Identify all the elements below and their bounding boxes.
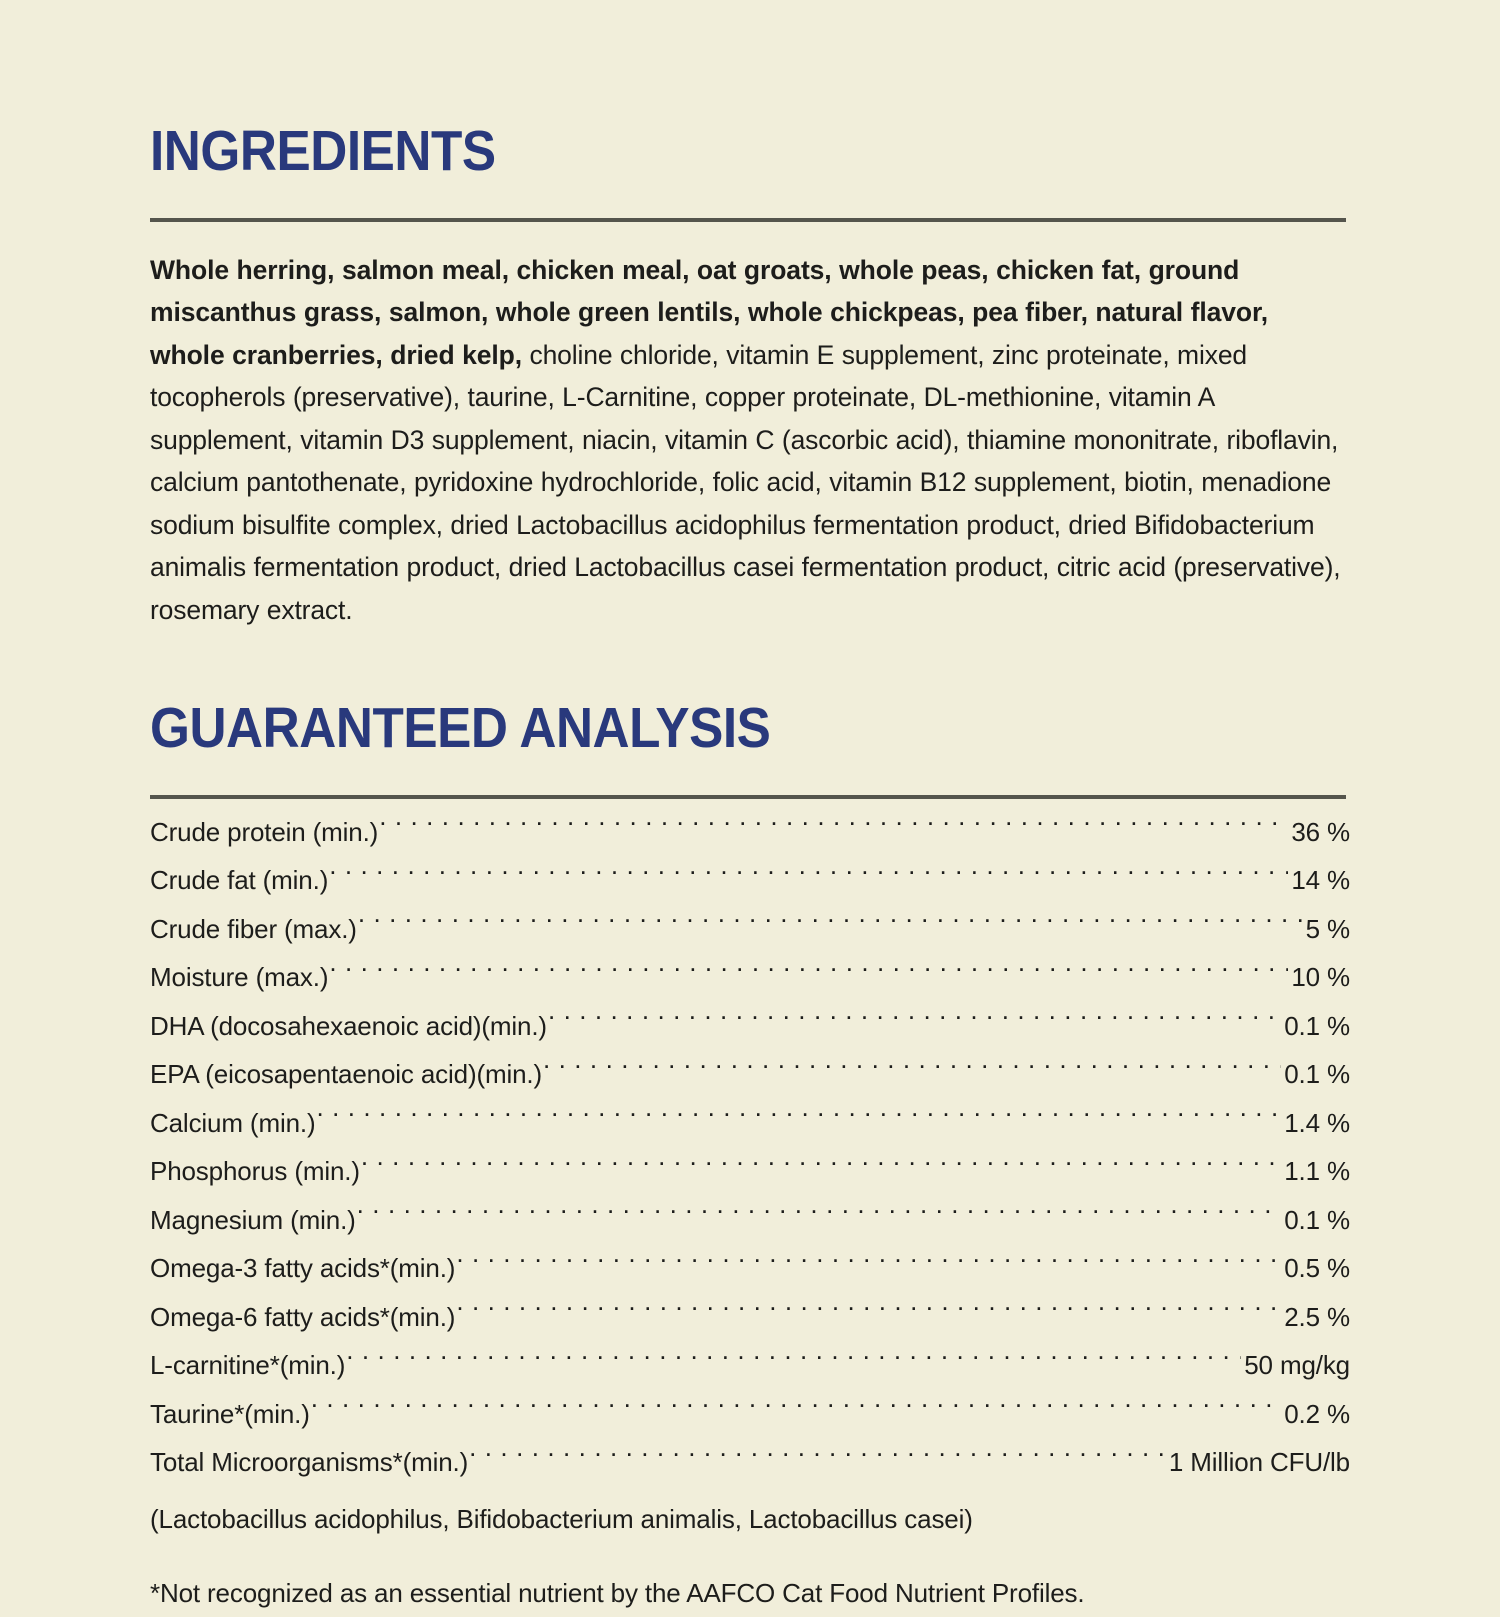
analysis-row-leader	[357, 1203, 1282, 1229]
footnote-cultures: (Lactobacillus acidophilus, Bifidobacter…	[150, 1503, 973, 1534]
analysis-row-label: DHA (docosahexaenoic acid)(min.)	[150, 1010, 547, 1041]
footnote-aafco: *Not recognized as an essential nutrient…	[150, 1577, 1085, 1608]
guaranteed-analysis-heading: GUARANTEED ANALYSIS	[150, 695, 771, 760]
analysis-row: EPA (eicosapentaenoic acid)(min.) 0.1 %	[150, 1050, 1350, 1099]
analysis-row: Magnesium (min.) 0.1 %	[150, 1196, 1350, 1245]
analysis-row-label: Taurine*(min.)	[150, 1398, 310, 1429]
analysis-row: Crude protein (min.) 36 %	[150, 808, 1350, 857]
ingredients-secondary-text: choline chloride, vitamin E supplement, …	[150, 339, 1341, 625]
analysis-row-leader	[311, 1397, 1282, 1423]
analysis-row-value: 50 mg/kg	[1244, 1350, 1350, 1381]
analysis-row-value: 0.1 %	[1284, 1010, 1350, 1041]
analysis-row: Omega-6 fatty acids*(min.) 2.5 %	[150, 1293, 1350, 1342]
analysis-row: Taurine*(min.) 0.2 %	[150, 1390, 1350, 1439]
analysis-row-leader	[361, 1154, 1281, 1180]
analysis-row-leader	[469, 1445, 1166, 1471]
analysis-row-leader	[548, 1009, 1281, 1035]
ingredients-primary-text: Whole herring, salmon meal, chicken meal…	[150, 254, 1268, 370]
analysis-row-value: 0.2 %	[1284, 1398, 1350, 1429]
analysis-row-value: 0.5 %	[1284, 1253, 1350, 1284]
analysis-row-value: 1.1 %	[1284, 1156, 1350, 1187]
analysis-row-label: Calcium (min.)	[150, 1107, 316, 1138]
ingredients-body: Whole herring, salmon meal, chicken meal…	[150, 249, 1350, 632]
analysis-row-value: 1 Million CFU/lb	[1168, 1447, 1350, 1478]
ingredients-heading: INGREDIENTS	[150, 119, 496, 184]
analysis-row-label: Magnesium (min.)	[150, 1204, 356, 1235]
analysis-row-label: Crude fat (min.)	[150, 865, 329, 896]
analysis-row-leader	[329, 960, 1288, 986]
analysis-row-leader	[358, 912, 1303, 938]
guaranteed-analysis-table: Crude protein (min.) 36 % Crude fat (min.)…	[150, 808, 1350, 1487]
analysis-row-label: Total Microorganisms*(min.)	[150, 1447, 469, 1478]
analysis-row-leader	[346, 1348, 1241, 1374]
ingredients-divider	[150, 218, 1346, 223]
analysis-row-label: Moisture (max.)	[150, 962, 329, 993]
analysis-row-value: 36 %	[1291, 816, 1350, 847]
analysis-row: Omega-3 fatty acids*(min.) 0.5 %	[150, 1244, 1350, 1293]
analysis-row-label: L-carnitine*(min.)	[150, 1350, 346, 1381]
analysis-row-leader	[379, 815, 1288, 841]
label-page: INGREDIENTS Whole herring, salmon meal, …	[0, 38, 1500, 1608]
analysis-row-leader	[456, 1300, 1281, 1326]
analysis-row-label: Crude protein (min.)	[150, 816, 379, 847]
analysis-row-leader	[316, 1106, 1281, 1132]
analysis-row: Phosphorus (min.) 1.1 %	[150, 1147, 1350, 1196]
analysis-row-label: Phosphorus (min.)	[150, 1156, 360, 1187]
analysis-row-value: 0.1 %	[1284, 1204, 1350, 1235]
analysis-row: L-carnitine*(min.) 50 mg/kg	[150, 1341, 1350, 1390]
analysis-row: Total Microorganisms*(min.) 1 Million CFU…	[150, 1438, 1350, 1487]
analysis-row-label: Omega-6 fatty acids*(min.)	[150, 1301, 456, 1332]
analysis-row-value: 1.4 %	[1284, 1107, 1350, 1138]
analysis-row-value: 10 %	[1291, 962, 1350, 993]
analysis-row: Calcium (min.) 1.4 %	[150, 1099, 1350, 1148]
analysis-row-leader	[329, 863, 1288, 889]
analysis-row-label: Omega-3 fatty acids*(min.)	[150, 1253, 456, 1284]
analysis-row: Crude fiber (max.) 5 %	[150, 905, 1350, 954]
guaranteed-analysis-divider	[150, 794, 1346, 799]
analysis-row: Moisture (max.) 10 %	[150, 953, 1350, 1002]
analysis-row-leader	[543, 1057, 1281, 1083]
analysis-row-label: EPA (eicosapentaenoic acid)(min.)	[150, 1059, 542, 1090]
analysis-row-label: Crude fiber (max.)	[150, 913, 357, 944]
analysis-row-value: 2.5 %	[1284, 1301, 1350, 1332]
analysis-row-value: 0.1 %	[1284, 1059, 1350, 1090]
analysis-row: Crude fat (min.) 14 %	[150, 856, 1350, 905]
analysis-row-value: 5 %	[1305, 913, 1351, 944]
analysis-row: DHA (docosahexaenoic acid)(min.) 0.1 %	[150, 1002, 1350, 1051]
analysis-row-value: 14 %	[1291, 865, 1350, 896]
analysis-row-leader	[456, 1251, 1281, 1277]
